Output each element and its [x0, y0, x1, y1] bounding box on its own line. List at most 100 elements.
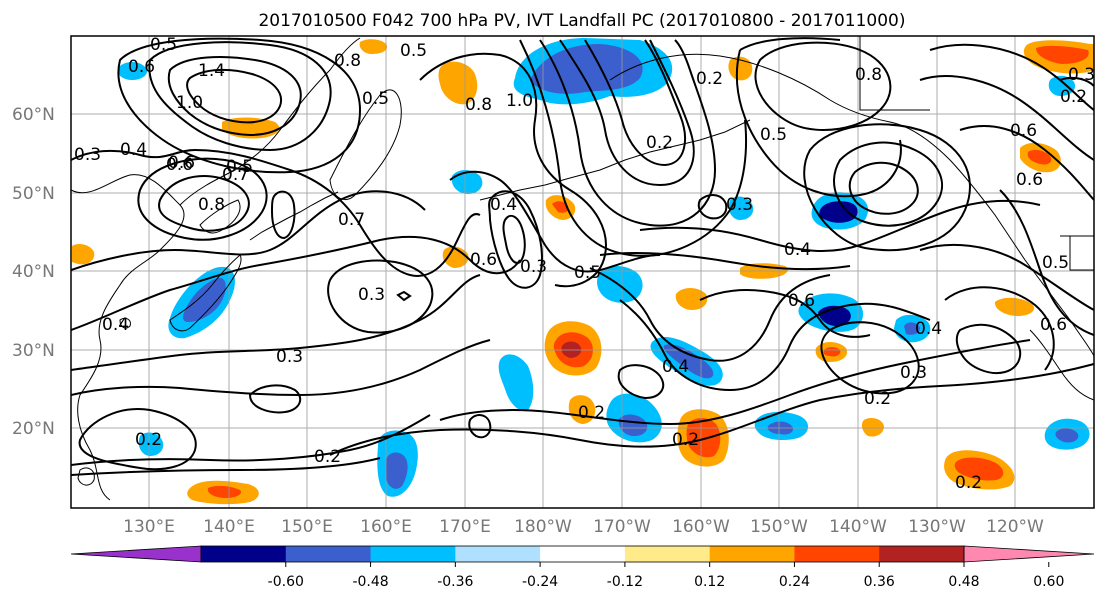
pv-blob: [545, 195, 576, 220]
contour-label: 0.5: [150, 35, 177, 55]
coastline-aleutians: [479, 119, 751, 201]
contour-label: 0.2: [955, 473, 982, 493]
colorbar-ticks: [285, 562, 1050, 567]
colorbar-labels: -0.60 -0.48 -0.36 -0.24 -0.12 0.12 0.24 0.36 0.4…: [268, 574, 1065, 590]
pv-blob: [798, 293, 864, 332]
colorbar-label: 0.60: [1033, 574, 1064, 590]
contour-line: [639, 199, 1041, 252]
contour-line: [167, 56, 302, 137]
longitude-labels: 130°E 140°E 150°E 160°E 170°E 180°W 170°…: [123, 517, 1044, 537]
contour-label: 0.3: [520, 257, 547, 277]
contour-line: [78, 408, 197, 471]
contour-line: [419, 52, 607, 288]
pv-blob: [1048, 75, 1076, 96]
contour-line: [71, 190, 426, 271]
colorbar-segment: [540, 546, 626, 562]
contour-line: [519, 39, 748, 257]
contour-label: 0.8: [334, 51, 361, 71]
contour-label: 0.5: [574, 263, 601, 283]
pv-blob: [377, 430, 418, 497]
lon-label: 120°W: [986, 517, 1044, 537]
colorbar-label: 0.24: [779, 574, 810, 590]
latitude-labels: 60°N 50°N 40°N 30°N 20°N: [12, 105, 55, 439]
contour-label: 0.8: [855, 65, 882, 85]
lon-label: 140°E: [203, 517, 255, 537]
contour-label: 0.6: [128, 57, 155, 77]
contour-label: 0.3: [1068, 65, 1095, 85]
contour-line: [848, 161, 919, 215]
gridlines: [71, 36, 1094, 508]
contour-label: 0.2: [314, 447, 341, 467]
pv-blob: [117, 62, 148, 80]
contour-line: [584, 39, 686, 167]
lat-label: 50°N: [12, 184, 55, 204]
pv-blob: [168, 266, 235, 339]
pv-blob: [72, 244, 95, 265]
contour-label: 0.3: [276, 347, 303, 367]
contour-line: [803, 123, 971, 252]
lon-label: 170°E: [439, 517, 491, 537]
contour-label: 1.4: [198, 61, 225, 81]
figure-title: 2017010500 F042 700 hPa PV, IVT Landfall…: [258, 11, 905, 31]
contour-line: [959, 125, 1094, 201]
coastline-kamchatka: [329, 89, 402, 200]
coastline-japan: [169, 254, 242, 332]
contour-label: 0.5: [400, 41, 427, 61]
contour-label: 0.6: [1016, 170, 1043, 190]
colorbar-segment: [370, 546, 456, 562]
lon-label: 160°W: [672, 517, 730, 537]
coastline-asia: [179, 37, 361, 206]
contour-label: 0.2: [135, 430, 162, 450]
contour-label: 0.2: [864, 389, 891, 409]
contour-label: 0.3: [74, 145, 101, 165]
coastline-islands: [77, 317, 1094, 486]
colorbar-segment: [709, 546, 795, 562]
contour-line: [71, 414, 431, 466]
contour-line: [158, 175, 250, 232]
pv-blob: [138, 432, 164, 456]
contour-line: [396, 290, 412, 302]
coastline-north: [859, 36, 1094, 271]
contour-label: 0.5: [226, 157, 253, 177]
map-frame: [70, 35, 1095, 509]
lon-label: 170°W: [593, 517, 651, 537]
contour-line: [820, 321, 920, 395]
lon-label: 160°E: [360, 517, 412, 537]
contour-label: 0.4: [490, 195, 517, 215]
colorbar-segments: [70, 545, 1095, 563]
contour-line: [919, 243, 1094, 311]
contour-label: 0.4: [662, 357, 689, 377]
contour-label: 0.6: [470, 250, 497, 270]
pv-blob: [994, 297, 1035, 316]
pv-blob: [675, 288, 708, 310]
colorbar-segment: [879, 546, 965, 562]
pv-blob: [513, 38, 673, 105]
contour-line: [439, 339, 1031, 426]
contour-line: [71, 148, 481, 277]
contour-label: 0.2: [672, 430, 699, 450]
contour-label: 0.3: [358, 285, 385, 305]
pv-blob: [861, 418, 884, 437]
contour-line: [619, 299, 931, 392]
contour-line: [699, 289, 871, 338]
contour-line: [186, 68, 283, 124]
colorbar-segment: [794, 546, 880, 562]
colorbar-label: 0.36: [864, 574, 895, 590]
contour-line: [944, 286, 1055, 371]
contour-line: [735, 37, 902, 198]
pv-blob: [1020, 142, 1061, 173]
contour-line: [929, 43, 1094, 111]
contour-label: 0.6: [1040, 315, 1067, 335]
colorbar-segment: [624, 546, 711, 562]
lon-label: 180°W: [514, 517, 572, 537]
contour-label: 0.2: [646, 133, 673, 153]
coastline-asia: [71, 174, 185, 501]
pv-blob: [944, 450, 1015, 490]
contour-line: [589, 267, 831, 362]
contour-label: 1.0: [506, 91, 533, 111]
pv-blob: [187, 480, 259, 505]
contour-line: [327, 259, 434, 334]
contour-line: [117, 37, 362, 174]
pv-blob: [894, 314, 931, 343]
